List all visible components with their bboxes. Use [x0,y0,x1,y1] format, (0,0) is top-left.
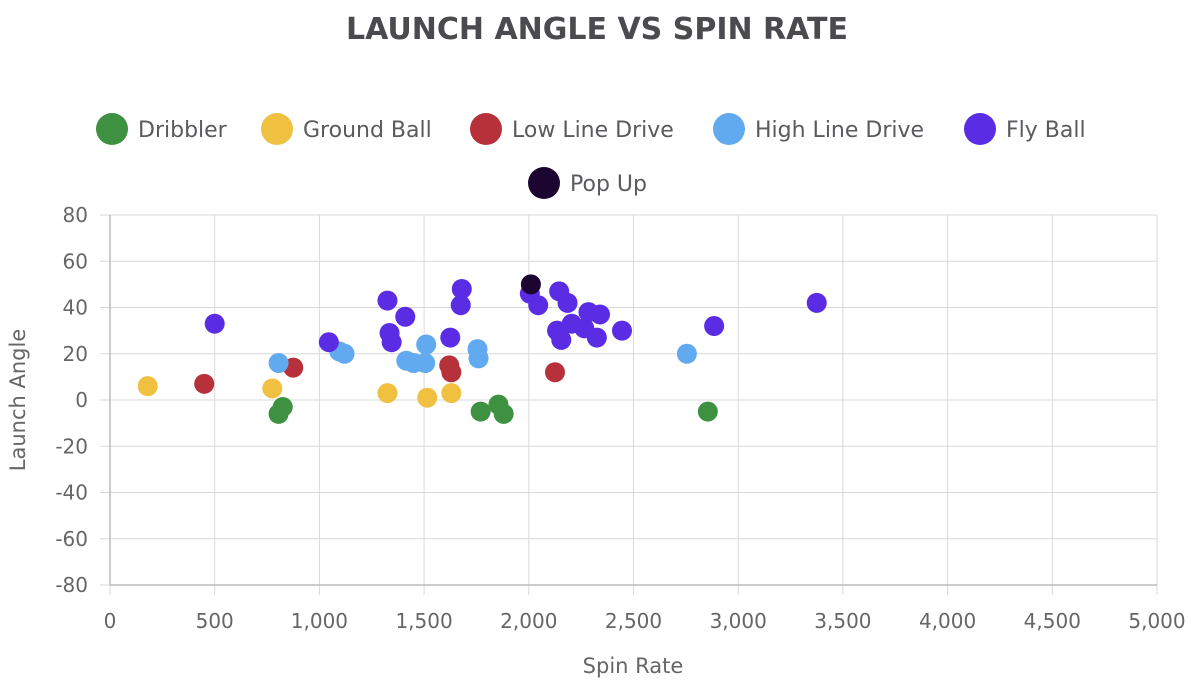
data-point[interactable] [676,343,697,364]
data-point[interactable] [697,401,718,422]
y-axis-title: Launch Angle [6,329,30,471]
series-dribbler [268,394,718,424]
data-point[interactable] [589,304,610,325]
y-tick-label: -60 [55,527,88,551]
data-point[interactable] [318,332,339,353]
data-point[interactable] [262,378,283,399]
data-point[interactable] [551,329,572,350]
data-point[interactable] [470,401,491,422]
data-points [137,274,827,424]
x-tick-label: 5,000 [1128,609,1185,633]
data-point[interactable] [451,279,472,299]
y-tick-label: 80 [63,203,88,227]
legend-item-pop-up[interactable]: Pop Up [528,167,647,199]
x-tick-label: 4,500 [1024,609,1081,633]
series-ground-ball [137,376,462,408]
y-tick-label: -20 [55,434,88,458]
legend-marker [713,113,745,145]
data-point[interactable] [272,396,293,417]
legend-label: High Line Drive [755,118,924,143]
y-tick-label: -80 [55,573,88,597]
legend-marker [470,113,502,145]
y-tick-label: 40 [63,296,88,320]
x-tick-label: 0 [104,609,117,633]
data-point[interactable] [334,343,355,364]
data-point[interactable] [440,327,461,348]
data-point[interactable] [528,295,549,316]
y-tick-label: -40 [55,481,88,505]
legend-label: Pop Up [570,172,647,197]
data-point[interactable] [468,348,489,369]
data-point[interactable] [704,316,725,336]
data-point[interactable] [806,292,827,313]
data-point[interactable] [194,373,215,394]
legend-item-low-line-drive[interactable]: Low Line Drive [470,113,674,145]
y-tick-label: 0 [75,388,88,412]
y-tick-label: 20 [63,342,88,366]
legend-label: Ground Ball [303,118,432,143]
x-tick-label: 2,000 [500,609,557,633]
x-tick-label: 1,000 [291,609,348,633]
data-point[interactable] [611,320,632,341]
data-point[interactable] [520,274,541,295]
x-tick-label: 4,000 [919,609,976,633]
data-point[interactable] [415,353,436,373]
data-point[interactable] [544,362,565,383]
grid-lines [100,214,1158,595]
data-point[interactable] [586,327,607,348]
data-point[interactable] [450,295,471,316]
y-axis-ticks: 80 60 40 20 0 -20 -40 -60 -80 [55,203,88,597]
series-fly-ball [204,279,827,353]
x-tick-label: 3,500 [814,609,871,633]
data-point[interactable] [377,290,398,311]
data-point[interactable] [416,334,437,355]
legend-marker [528,167,560,199]
series-pop-up [520,274,541,295]
data-point[interactable] [268,353,289,373]
data-point[interactable] [381,332,402,353]
x-tick-label: 1,500 [395,609,452,633]
legend-label: Fly Ball [1006,118,1086,143]
x-axis-ticks: 0 500 1,000 1,500 2,000 2,500 3,000 3,500 4,000 4… [104,609,1186,633]
data-point[interactable] [441,362,462,383]
data-point[interactable] [417,387,438,408]
legend-item-ground-ball[interactable]: Ground Ball [261,113,432,145]
data-point[interactable] [204,313,225,334]
y-tick-label: 60 [63,249,88,273]
legend-item-fly-ball[interactable]: Fly Ball [964,113,1086,145]
x-axis-title: Spin Rate [583,654,684,678]
legend-item-dribbler[interactable]: Dribbler [96,113,228,145]
x-tick-label: 2,500 [605,609,662,633]
legend-label: Dribbler [138,118,228,143]
data-point[interactable] [493,403,514,424]
legend-marker [96,113,128,145]
legend-marker [964,113,996,145]
legend-item-high-line-drive[interactable]: High Line Drive [713,113,924,145]
chart-title: LAUNCH ANGLE VS SPIN RATE [346,12,848,47]
series-high-line-drive [268,334,697,373]
data-point[interactable] [137,376,158,397]
x-tick-label: 3,000 [710,609,767,633]
x-tick-label: 500 [196,609,234,633]
legend-label: Low Line Drive [512,118,674,143]
legend-marker [261,113,293,145]
data-point[interactable] [377,383,398,404]
data-point[interactable] [441,383,462,404]
legend: Dribbler Ground Ball Low Line Drive High Li… [96,113,1086,199]
data-point[interactable] [557,292,578,313]
data-point[interactable] [395,306,416,327]
